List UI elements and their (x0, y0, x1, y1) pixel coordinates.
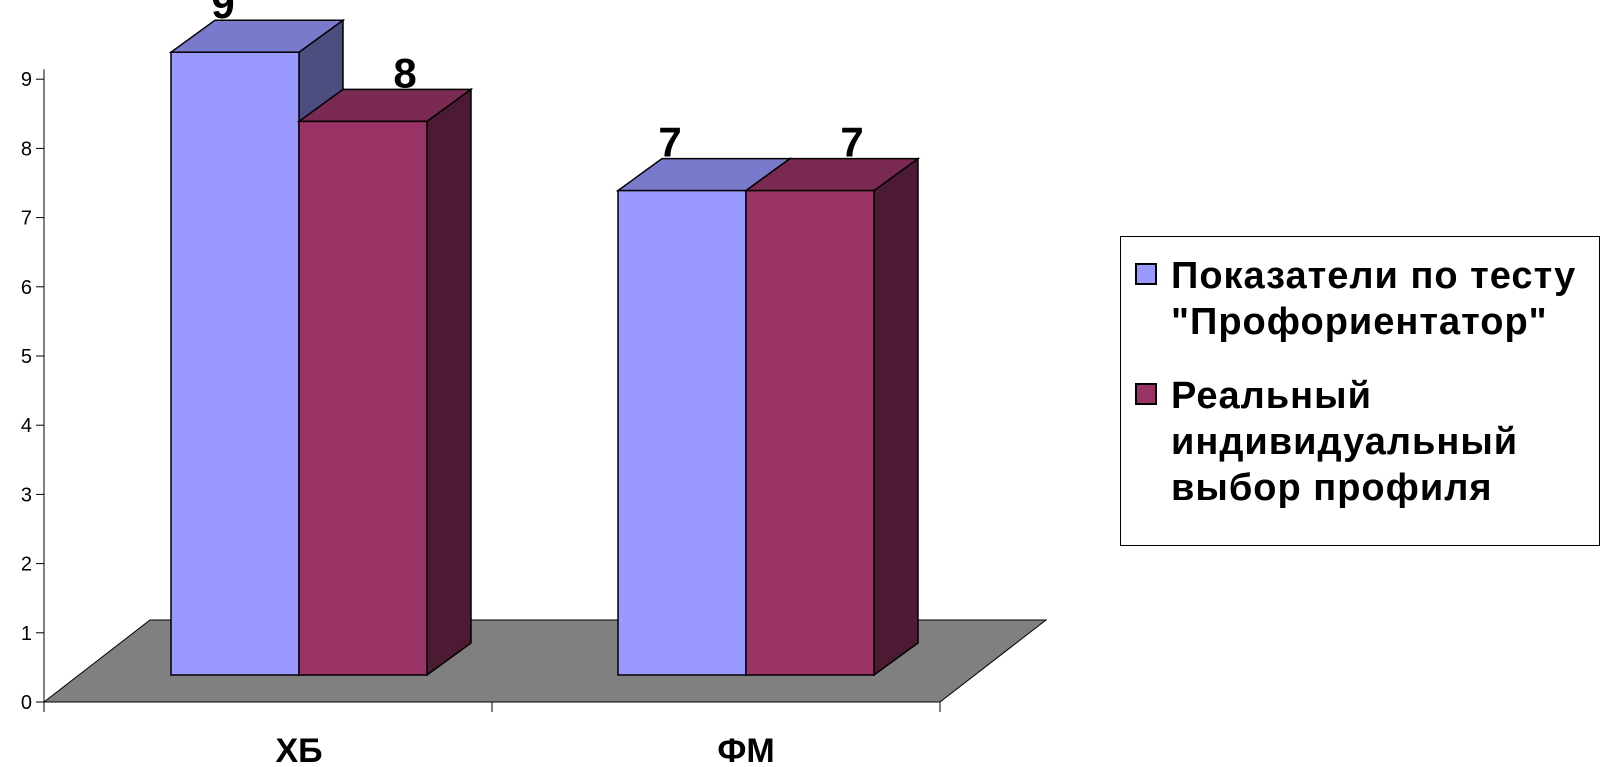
data-label: 8 (393, 49, 416, 96)
data-label: 7 (658, 119, 681, 166)
y-tick-label: 7 (21, 208, 32, 230)
legend-swatch-choice (1135, 383, 1157, 405)
legend-label-choice: Реальный индивидуальный выбор профиля (1171, 375, 1519, 509)
y-tick-label: 6 (21, 277, 32, 299)
category-label: ХБ (275, 732, 322, 767)
bar-choice-fm-side (873, 157, 919, 677)
y-tick-label: 9 (21, 69, 32, 91)
y-tick-label: 8 (21, 138, 32, 160)
data-label: 7 (840, 119, 863, 166)
bar-choice-fm (745, 189, 875, 676)
legend-label-test: Показатели по тесту "Профориентатор" (1171, 255, 1577, 343)
y-tick-label: 5 (21, 346, 32, 368)
data-label: 9 (211, 0, 234, 27)
y-tick-label: 4 (21, 415, 32, 437)
legend-item-choice: Реальный индивидуальный выбор профиля (1135, 373, 1589, 511)
bar-choice-xb-side (426, 87, 472, 677)
category-label: ФМ (717, 732, 774, 767)
legend-item-test: Показатели по тесту "Профориентатор" (1135, 253, 1589, 345)
y-tick-label: 3 (21, 484, 32, 506)
y-tick-label: 2 (21, 554, 32, 576)
bar-test-xb (170, 51, 300, 676)
bar-test-fm (617, 189, 747, 676)
legend: Показатели по тесту "Профориентатор" Реа… (1120, 236, 1600, 546)
bar-choice-xb (298, 120, 428, 676)
legend-swatch-test (1135, 263, 1157, 285)
y-tick-label: 1 (21, 623, 32, 645)
y-tick-label: 0 (21, 692, 32, 714)
